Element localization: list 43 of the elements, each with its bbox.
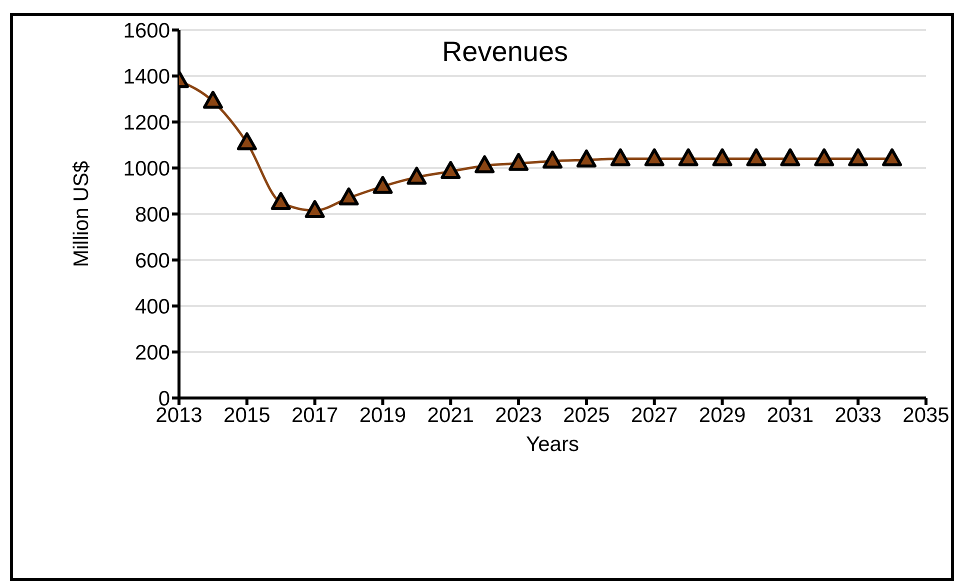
point — [882, 148, 902, 166]
point — [610, 148, 630, 166]
x-tick-label: 2033 — [834, 404, 882, 427]
y-tick-label: 1600 — [123, 19, 170, 42]
point — [406, 166, 427, 185]
y-tick-label: 1200 — [123, 111, 170, 134]
point — [508, 152, 529, 171]
y-tick-label: 1400 — [123, 65, 170, 88]
x-axis-title: Years — [526, 432, 579, 456]
x-tick-label: 2017 — [291, 404, 338, 427]
y-tick-label: 1000 — [123, 157, 170, 180]
y-tick-label: 200 — [134, 341, 170, 364]
x-tick-label: 2027 — [631, 404, 678, 427]
point — [202, 90, 223, 109]
point — [338, 187, 359, 206]
point — [542, 150, 562, 169]
x-tick-label: 2019 — [359, 404, 406, 427]
point — [814, 148, 834, 166]
point — [848, 148, 868, 166]
point — [780, 148, 800, 166]
point — [304, 200, 325, 218]
x-tick-label: 2029 — [698, 404, 746, 427]
x-tick-label: 2025 — [563, 404, 610, 427]
x-tick-label: 2023 — [495, 404, 542, 427]
chart-title: Revenues — [440, 36, 570, 67]
point — [440, 160, 461, 179]
point — [474, 155, 495, 174]
x-tick-label: 2015 — [224, 404, 270, 427]
point — [236, 132, 257, 150]
x-tick-label: 2035 — [902, 404, 950, 427]
point — [644, 148, 664, 166]
point — [270, 192, 291, 210]
point — [746, 148, 766, 166]
x-tick-label: 2031 — [766, 404, 814, 427]
point — [576, 149, 596, 168]
y-tick-label: 400 — [134, 295, 170, 318]
y-tick-label: 800 — [134, 203, 170, 226]
point — [372, 176, 393, 194]
y-tick-label: 600 — [134, 249, 170, 272]
y-axis-title: Million US$ — [70, 160, 92, 268]
point — [678, 148, 698, 166]
point — [712, 148, 732, 166]
x-tick-label: 2021 — [427, 404, 474, 427]
